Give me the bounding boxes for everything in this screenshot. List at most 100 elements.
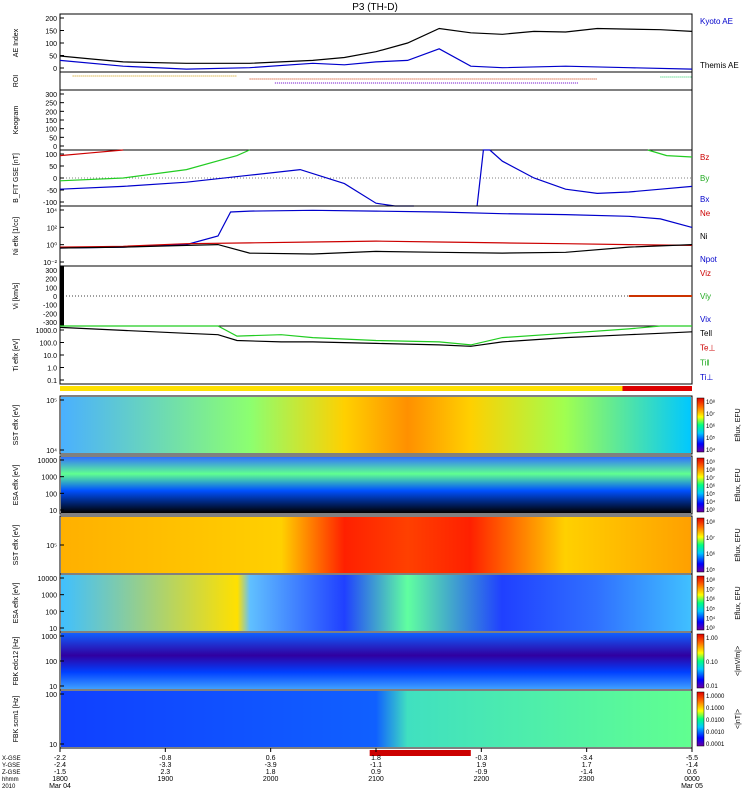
xtick-tick_hhmm: 2300 bbox=[579, 776, 595, 783]
ytick-vi: -200 bbox=[43, 311, 57, 318]
colorbar-tick-sst_e: 10⁸ bbox=[706, 399, 716, 406]
xtick-z_gse: 1.8 bbox=[266, 769, 276, 776]
ytick-keogram: 50 bbox=[49, 135, 57, 142]
xaxis-row-label: 2010 bbox=[2, 784, 16, 790]
legend-ae: Themis AE bbox=[700, 61, 739, 70]
ytick-ni: 10² bbox=[47, 225, 58, 232]
colorbar-tick-esa_i: 10⁴ bbox=[706, 615, 716, 622]
colorbar-label-sst_e: Eflux, EFU bbox=[735, 408, 742, 441]
xtick-z_gse: -1.5 bbox=[54, 769, 66, 776]
ylabel-bfit: B_FIT GSE [nT] bbox=[13, 153, 20, 203]
legend-vi: Vix bbox=[700, 315, 711, 324]
series-ni-Ni bbox=[59, 209, 693, 249]
xaxis-row-label: X-GSE bbox=[2, 756, 21, 762]
spectrogram-esa_e bbox=[61, 457, 691, 513]
colorbar-tick-esa_e: 10⁹ bbox=[706, 459, 716, 466]
colorbar-sst_i bbox=[696, 517, 705, 573]
ytick-vi: -300 bbox=[43, 320, 57, 327]
series-bfit-Bx2 bbox=[476, 149, 693, 207]
ylabel-sst_e: SST eflx [eV] bbox=[13, 405, 20, 446]
legend-bfit: By bbox=[700, 174, 709, 183]
colorbar-tick-esa_i: 10⁷ bbox=[706, 587, 715, 594]
series-ni-Ne bbox=[59, 240, 693, 248]
ytick-esa_i: 10 bbox=[49, 626, 57, 633]
xtick-x_gse: -2.2 bbox=[54, 755, 66, 762]
legend-ae: Kyoto AE bbox=[700, 17, 733, 26]
colorbar-tick-fbk_b: 1.00 bbox=[706, 636, 718, 642]
colorbar-label-sst_i: Eflux, EFU bbox=[735, 528, 742, 561]
colorbar-sst_e bbox=[696, 397, 705, 453]
xtick-tick_hhmm: 2200 bbox=[474, 776, 490, 783]
bottom-highlight-bar bbox=[369, 750, 471, 756]
colorbar-tick-fbk_e: 0.0100 bbox=[706, 718, 725, 724]
ytick-fbk_b: 10 bbox=[49, 684, 57, 691]
ytick-esa_e: 10000 bbox=[38, 458, 58, 465]
xtick-tick_hhmm: 2000 bbox=[263, 776, 279, 783]
colorbar-label-esa_i: Eflux, EFU bbox=[735, 586, 742, 619]
xtick-y_gse: -2.4 bbox=[54, 762, 66, 769]
xtick-tick_hhmm: 0000 bbox=[684, 776, 700, 783]
ytick-ni: 10⁴ bbox=[46, 208, 57, 215]
ytick-ti: 10.0 bbox=[43, 353, 57, 360]
legend-ti: Te⊥ bbox=[700, 344, 715, 353]
series-ti-Ti bbox=[60, 325, 692, 346]
ytick-vi: 300 bbox=[45, 268, 57, 275]
ytick-keogram: 300 bbox=[45, 92, 57, 99]
ytick-vi: 100 bbox=[45, 285, 57, 292]
ytick-sst_e: 10⁴ bbox=[46, 448, 57, 455]
colorbar-tick-sst_i: 10⁷ bbox=[706, 535, 715, 542]
ytick-bfit: 100 bbox=[45, 152, 57, 159]
legend-vi: Viy bbox=[700, 292, 711, 301]
ytick-bfit: -50 bbox=[47, 188, 57, 195]
colorbar-tick-esa_i: 10⁵ bbox=[706, 606, 716, 613]
ylabel-fbk_b: FBK edc12 [Hz] bbox=[13, 636, 20, 685]
colorbar-tick-fbk_e: 0.0001 bbox=[706, 742, 725, 748]
ytick-fbk_b: 1000 bbox=[41, 634, 57, 641]
ylabel-esa_i: ESA eflx [eV] bbox=[13, 583, 20, 624]
colorbar-tick-sst_e: 10⁴ bbox=[706, 447, 716, 454]
ytick-fbk_b: 100 bbox=[45, 659, 57, 666]
legend-ni: Ni bbox=[700, 232, 708, 241]
panel-frame-esa_e bbox=[59, 455, 693, 515]
plot-title: P3 (TH-D) bbox=[352, 2, 398, 13]
ytick-ae: 0 bbox=[53, 66, 57, 73]
ytick-ae: 150 bbox=[45, 29, 57, 36]
colorbar-tick-fbk_e: 1.0000 bbox=[706, 694, 725, 700]
ytick-ni: 10⁰ bbox=[46, 242, 57, 250]
colorbar-tick-fbk_e: 0.1000 bbox=[706, 706, 725, 712]
ytick-ae: 50 bbox=[49, 54, 57, 61]
ytick-ni: 10⁻² bbox=[43, 260, 57, 267]
xaxis-row-label: Z-GSE bbox=[2, 770, 20, 776]
colorbar-tick-sst_e: 10⁶ bbox=[706, 423, 716, 430]
ytick-sst_e: 10⁵ bbox=[46, 398, 57, 405]
legend-bfit: Bz bbox=[700, 153, 709, 162]
colorbar-tick-sst_i: 10⁵ bbox=[706, 567, 716, 574]
colorbar-fbk_e bbox=[696, 691, 705, 747]
xtick-tick_hhmm: 1800 bbox=[52, 776, 68, 783]
legend-bfit: Bx bbox=[700, 195, 709, 204]
ytick-bfit: 0 bbox=[53, 176, 57, 183]
xtick-x_gse: -0.3 bbox=[475, 755, 487, 762]
ytick-bfit: -100 bbox=[43, 200, 57, 207]
xtick-x_gse: -3.4 bbox=[581, 755, 593, 762]
series-bfit-By bbox=[59, 149, 250, 182]
ylabel-ni: Ni eflx [1/cc] bbox=[13, 217, 20, 255]
xtick-z_gse: 2.3 bbox=[160, 769, 170, 776]
ytick-ti: 0.1 bbox=[47, 378, 57, 385]
xtick-x_gse: -0.8 bbox=[159, 755, 171, 762]
colorbar-tick-sst_i: 10⁶ bbox=[706, 551, 716, 558]
spectrogram-esa_i bbox=[61, 575, 691, 631]
ytick-vi: 0 bbox=[53, 294, 57, 301]
colorbar-tick-esa_e: 10⁶ bbox=[706, 483, 716, 490]
xtick-y_gse: 1.9 bbox=[476, 762, 486, 769]
spectrogram-fbk_e bbox=[61, 691, 691, 747]
colorbar-tick-sst_e: 10⁵ bbox=[706, 435, 716, 442]
series-ae-Themis AE bbox=[59, 48, 693, 70]
colorbar-tick-sst_i: 10⁸ bbox=[706, 519, 716, 526]
spectrogram-sst_i bbox=[61, 517, 691, 573]
panel-frame-roi bbox=[59, 71, 693, 91]
ytick-ti: 1.0 bbox=[47, 366, 57, 373]
xtick-y_gse: -1.1 bbox=[370, 762, 382, 769]
xtick-x_gse: -5.5 bbox=[686, 755, 698, 762]
